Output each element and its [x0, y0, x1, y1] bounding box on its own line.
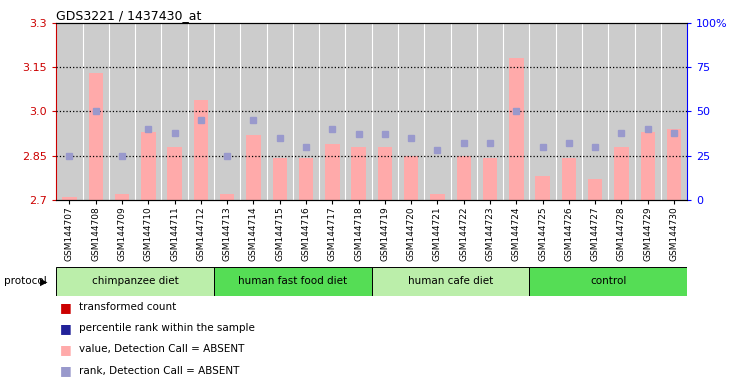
Bar: [115, 194, 129, 200]
Bar: [89, 73, 103, 200]
Bar: [141, 132, 155, 200]
Text: ■: ■: [60, 364, 72, 377]
Bar: [529, 267, 687, 296]
Text: transformed count: transformed count: [79, 302, 176, 312]
Bar: [62, 197, 77, 200]
Bar: [430, 194, 445, 200]
Bar: [667, 129, 681, 200]
Text: percentile rank within the sample: percentile rank within the sample: [79, 323, 255, 333]
Bar: [56, 267, 214, 296]
Text: ■: ■: [60, 322, 72, 335]
Bar: [562, 159, 576, 200]
Bar: [614, 147, 629, 200]
Bar: [483, 159, 497, 200]
Bar: [299, 159, 313, 200]
Bar: [351, 147, 366, 200]
Bar: [214, 267, 372, 296]
Bar: [404, 156, 418, 200]
Text: ■: ■: [60, 343, 72, 356]
Bar: [246, 135, 261, 200]
Bar: [167, 147, 182, 200]
Bar: [194, 99, 208, 200]
Text: human cafe diet: human cafe diet: [408, 276, 493, 286]
Text: rank, Detection Call = ABSENT: rank, Detection Call = ABSENT: [79, 366, 240, 376]
Bar: [457, 156, 471, 200]
Text: human fast food diet: human fast food diet: [238, 276, 348, 286]
Text: ■: ■: [60, 301, 72, 314]
Bar: [641, 132, 655, 200]
Bar: [509, 58, 523, 200]
Text: value, Detection Call = ABSENT: value, Detection Call = ABSENT: [79, 344, 244, 354]
Text: chimpanzee diet: chimpanzee diet: [92, 276, 179, 286]
Bar: [220, 194, 234, 200]
Bar: [372, 267, 529, 296]
Text: GDS3221 / 1437430_at: GDS3221 / 1437430_at: [56, 9, 202, 22]
Bar: [273, 159, 287, 200]
Bar: [588, 179, 602, 200]
Bar: [378, 147, 392, 200]
Bar: [325, 144, 339, 200]
Text: ▶: ▶: [40, 276, 47, 286]
Bar: [535, 176, 550, 200]
Text: protocol: protocol: [4, 276, 47, 286]
Text: control: control: [590, 276, 626, 286]
